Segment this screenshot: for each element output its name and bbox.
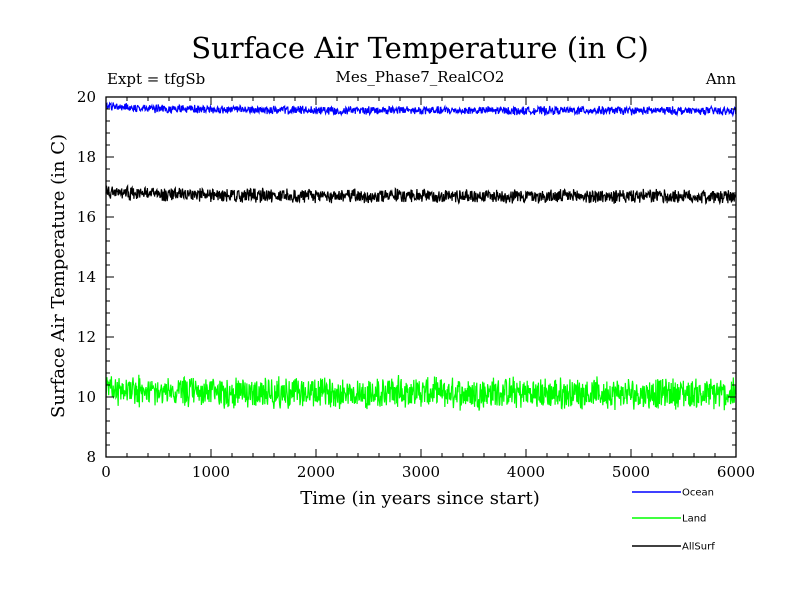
x-tick-label: 0 — [101, 463, 111, 481]
ticks: 0 1000 2000 3000 4000 5000 6000 8 10 12 14 16 18 20 — [77, 88, 755, 481]
plot-lines — [105, 101, 737, 411]
y-tick-label: 20 — [77, 88, 96, 106]
x-tick-label: 1000 — [192, 463, 230, 481]
y-tick-label: 16 — [77, 208, 96, 226]
legend-label-ocean: Ocean — [682, 488, 714, 499]
y-tick-label: 14 — [77, 268, 96, 286]
y-tick-label: 10 — [77, 388, 96, 406]
series-line-allsurf — [105, 184, 737, 206]
y-tick-label: 12 — [77, 328, 96, 346]
series-line-land — [105, 374, 737, 411]
run-name-label: Mes_Phase7_RealCO2 — [336, 68, 505, 86]
y-tick-label: 18 — [77, 148, 96, 166]
y-tick-label: 8 — [86, 448, 96, 466]
x-axis-label: Time (in years since start) — [300, 488, 540, 509]
chart-title: Surface Air Temperature (in C) — [191, 31, 649, 65]
x-tick-label: 6000 — [717, 463, 755, 481]
series-line-ocean — [105, 101, 737, 118]
legend-label-land: Land — [682, 514, 706, 525]
legend: Ocean Land AllSurf — [632, 488, 715, 553]
y-axis-label: Surface Air Temperature (in C) — [48, 134, 69, 418]
period-label: Ann — [705, 70, 736, 88]
x-tick-label: 2000 — [297, 463, 335, 481]
x-tick-label: 3000 — [402, 463, 440, 481]
experiment-label: Expt = tfgSb — [107, 70, 205, 88]
x-tick-label: 4000 — [507, 463, 545, 481]
legend-label-allsurf: AllSurf — [682, 542, 715, 553]
x-tick-label: 5000 — [612, 463, 650, 481]
